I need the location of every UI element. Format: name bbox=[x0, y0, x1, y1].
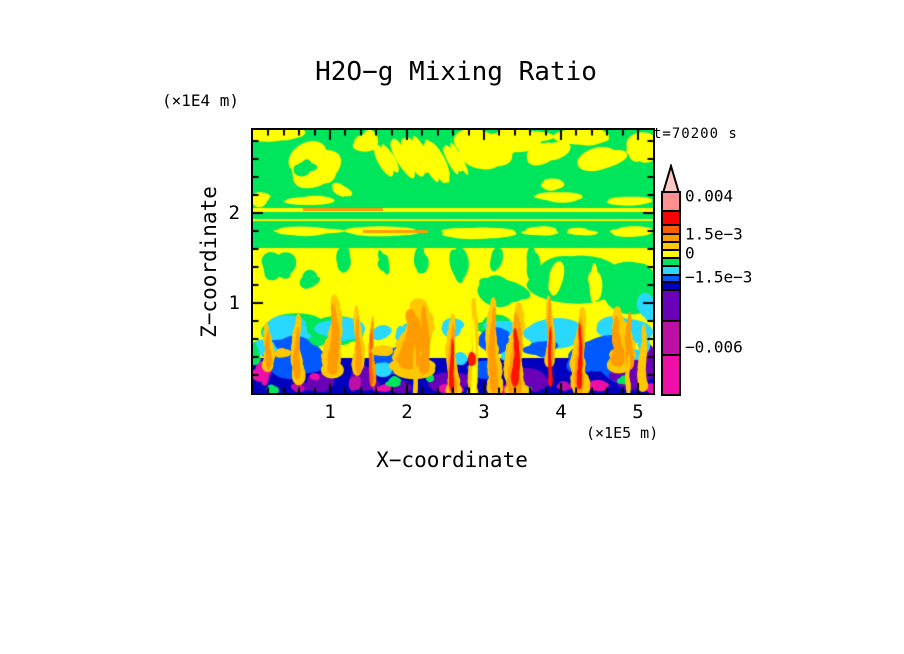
colorbar-level-label: 1.5e−3 bbox=[685, 224, 743, 244]
x-axis-label: X−coordinate bbox=[376, 448, 528, 472]
colorbar-segment bbox=[663, 243, 679, 251]
x-tick-label: 3 bbox=[478, 401, 490, 423]
x-tick-label: 2 bbox=[401, 401, 413, 423]
z-axis-scale-factor: (×1E4 m) bbox=[162, 91, 240, 110]
colorbar-level-label: −1.5e−3 bbox=[685, 267, 753, 287]
x-tick-label: 5 bbox=[632, 401, 644, 423]
time-annotation: t=70200 s bbox=[653, 126, 738, 142]
colorbar-segment bbox=[663, 193, 679, 212]
z-axis-label: Z−coordinate bbox=[197, 186, 221, 338]
colorbar-level-label: 0.004 bbox=[685, 186, 734, 206]
colorbar-segment bbox=[663, 212, 679, 226]
colorbar-segment bbox=[663, 235, 679, 243]
colorbar-segment bbox=[663, 276, 679, 283]
colorbar-segment bbox=[663, 356, 679, 394]
x-tick-label: 1 bbox=[324, 401, 336, 423]
colorbar-segment bbox=[663, 226, 679, 235]
colorbar-level-label: −0.006 bbox=[685, 337, 743, 357]
colorbar-segment bbox=[663, 267, 679, 276]
colorbar-segments bbox=[661, 191, 681, 396]
colorbar-segment bbox=[663, 283, 679, 291]
z-tick-label: 1 bbox=[228, 292, 240, 314]
colorbar-segment bbox=[663, 322, 679, 356]
colorbar-level-label: 0 bbox=[685, 243, 695, 263]
x-axis-scale-factor: (×1E5 m) bbox=[586, 424, 659, 442]
x-tick-label: 4 bbox=[555, 401, 567, 423]
plot-area bbox=[251, 128, 655, 395]
colorbar-segment bbox=[663, 291, 679, 322]
z-tick-label: 2 bbox=[228, 202, 240, 224]
colorbar-overflow-arrow-icon bbox=[661, 164, 681, 194]
colorbar-segment bbox=[663, 251, 679, 259]
contour-field-canvas bbox=[253, 130, 653, 393]
chart-title: H2O−g Mixing Ratio bbox=[315, 57, 597, 87]
colorbar-segment bbox=[663, 259, 679, 267]
